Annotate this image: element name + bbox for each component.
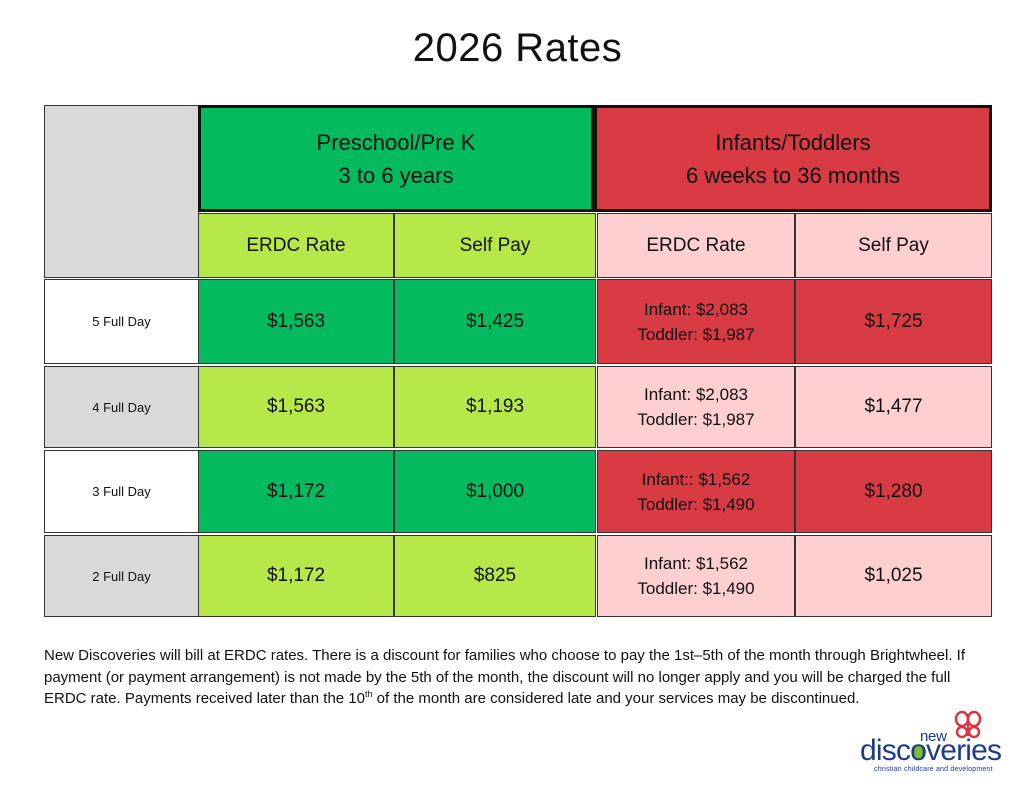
row-label: 4 Full Day [44,366,199,448]
subheader-inf-erdc: ERDC Rate [597,213,795,278]
new-discoveries-logo: new discoveries christian childcare and … [858,706,1028,776]
table-cell: $1,025 [795,535,992,617]
table-cell: Infant:: $1,562 Toddler: $1,490 [597,450,795,533]
preschool-header: Preschool/Pre K 3 to 6 years [198,105,594,212]
footnote: New Discoveries will bill at ERDC rates.… [44,645,994,710]
subheader-inf-self: Self Pay [795,213,992,278]
table-cell: $1,000 [394,450,596,533]
preschool-title: Preschool/Pre K [316,129,476,155]
logo-tagline: christian childcare and development [874,766,993,773]
preschool-age: 3 to 6 years [338,162,454,188]
table-cell: $1,725 [795,279,992,364]
table-cell: Infant: $2,083 Toddler: $1,987 [597,366,795,448]
table-cell: $1,477 [795,366,992,448]
table-cell: $1,172 [198,535,394,617]
infant-rate: Infant: $2,083 [644,299,748,319]
row-label: 3 Full Day [44,450,199,533]
row-label: 5 Full Day [44,279,199,364]
table-cell: $1,280 [795,450,992,533]
table-cell: $1,425 [394,279,596,364]
infant-rate: Infant: $2,083 [644,385,748,404]
page-title: 2026 Rates [412,26,623,70]
table-cell: Infant: $1,562 Toddler: $1,490 [597,535,795,617]
infant-rate: Infant:: $1,562 [641,469,751,489]
footnote-sup: th [365,689,373,699]
infant-rate: Infant: $1,562 [644,554,748,573]
toddler-rate: Toddler: $1,490 [637,579,755,598]
butterfly-icon [912,710,982,759]
infants-header: Infants/Toddlers 6 weeks to 36 months [594,105,992,212]
footnote-text-end: of the month are considered late and you… [372,690,860,707]
infants-age: 6 weeks to 36 months [685,162,900,188]
logo-word-discoveries: discoveries [860,734,1002,767]
table-cell: $1,193 [394,366,596,448]
toddler-rate: Toddler: $1,987 [637,410,755,429]
infants-title: Infants/Toddlers [715,129,871,155]
table-cell: $825 [394,535,596,617]
row-label: 2 Full Day [44,535,199,617]
footnote-text: New Discoveries will bill at ERDC rates.… [44,647,965,707]
subheader-pre-self: Self Pay [394,213,596,278]
toddler-rate: Toddler: $1,987 [637,324,755,344]
table-cell: $1,563 [198,279,394,364]
table-cell: $1,563 [198,366,394,448]
logo-word-new: new [920,728,947,745]
toddler-rate: Toddler: $1,490 [637,494,755,514]
table-corner [44,105,199,278]
table-cell: Infant: $2,083 Toddler: $1,987 [597,279,795,364]
table-cell: $1,172 [198,450,394,533]
subheader-pre-erdc: ERDC Rate [198,213,394,278]
